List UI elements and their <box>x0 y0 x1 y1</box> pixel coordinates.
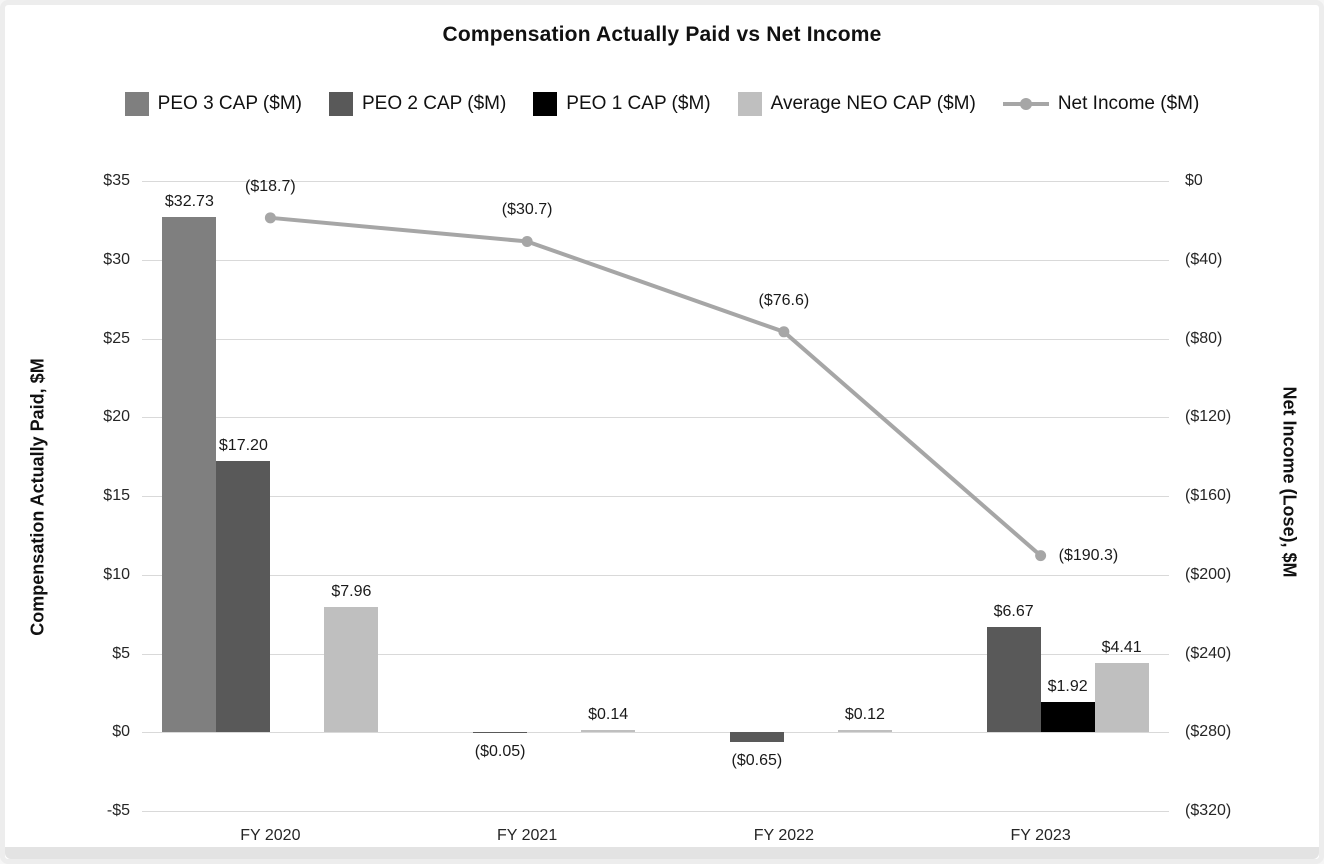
gridline <box>142 811 1169 812</box>
bar <box>324 606 379 733</box>
bar-data-label: $17.20 <box>218 437 268 455</box>
net-income-marker <box>264 212 276 224</box>
bar-data-label: $4.41 <box>1101 638 1142 656</box>
legend-label-net-income: Net Income ($M) <box>1057 93 1200 114</box>
right-axis-tick-label: ($120) <box>1185 408 1232 426</box>
left-axis-tick-label: $25 <box>103 329 130 347</box>
peo1-swatch-icon <box>533 92 558 116</box>
bar <box>1040 702 1095 733</box>
legend-item-avg-neo: Average NEO CAP ($M) <box>737 92 976 116</box>
bar-data-label: ($0.65) <box>731 752 783 770</box>
right-axis-tick-label: ($160) <box>1185 487 1232 504</box>
net-income-line <box>264 212 1047 562</box>
left-axis-tick-label: $15 <box>103 487 130 504</box>
bar <box>581 730 636 733</box>
left-axis-tick-label: $30 <box>103 250 130 268</box>
bar <box>162 216 217 733</box>
bar <box>729 732 784 743</box>
line-data-label: ($18.7) <box>245 177 296 195</box>
line-data-label: ($190.3) <box>1058 546 1119 564</box>
left-axis-tick-label: $5 <box>112 644 130 662</box>
left-axis-tick-label: -$5 <box>106 802 130 819</box>
net-income-dot-icon <box>1019 98 1032 110</box>
legend-item-peo2: PEO 2 CAP ($M) <box>328 92 507 116</box>
bottom-edge-strip <box>5 847 1319 859</box>
net-income-marker <box>1035 550 1047 562</box>
legend: PEO 3 CAP ($M) PEO 2 CAP ($M) PEO 1 CAP … <box>5 89 1319 119</box>
net-income-marker <box>778 326 790 338</box>
gridline <box>142 417 1169 419</box>
peo3-swatch-icon <box>124 92 149 116</box>
bar-data-label: $32.73 <box>164 192 214 210</box>
peo2-swatch-icon <box>328 92 353 116</box>
gridline <box>142 338 1169 340</box>
right-axis-tick-label: ($280) <box>1185 723 1232 741</box>
left-axis-tick-label: $10 <box>103 565 130 583</box>
left-axis-tick-label: $20 <box>103 408 130 426</box>
line-data-label: ($76.6) <box>758 291 810 309</box>
bar <box>473 732 528 734</box>
bar-data-label: $0.12 <box>844 706 885 724</box>
legend-label-peo2: PEO 2 CAP ($M) <box>361 93 507 114</box>
bar <box>1094 662 1149 733</box>
bar <box>837 730 892 733</box>
right-axis-tick-label: ($80) <box>1185 329 1223 347</box>
legend-label-avg-neo: Average NEO CAP ($M) <box>770 93 976 114</box>
legend-item-peo1: PEO 1 CAP ($M) <box>533 92 711 116</box>
bar <box>216 461 271 733</box>
x-axis-category-label: FY 2023 <box>1010 827 1071 844</box>
right-axis-tick-label: ($320) <box>1185 802 1232 819</box>
right-axis-tick-label: ($200) <box>1185 565 1232 583</box>
avg-neo-swatch-icon <box>737 92 762 116</box>
gridline <box>142 496 1169 497</box>
legend-label-peo1: PEO 1 CAP ($M) <box>566 93 711 114</box>
right-axis-tick-label: ($40) <box>1185 250 1223 268</box>
gridline <box>142 574 1169 576</box>
bar <box>986 627 1041 733</box>
x-axis-category-label: FY 2020 <box>240 827 301 844</box>
right-axis-tick-label: $0 <box>1185 172 1203 189</box>
chart-title: Compensation Actually Paid vs Net Income <box>442 23 882 46</box>
x-axis-category-label: FY 2021 <box>497 827 558 844</box>
net-income-line-marker-icon <box>1002 98 1049 110</box>
left-axis-tick-label: $35 <box>103 172 130 189</box>
bar-data-label: $1.92 <box>1047 678 1088 695</box>
bar-data-label: $6.67 <box>993 603 1034 621</box>
legend-item-net-income: Net Income ($M) <box>1002 93 1200 115</box>
gridline <box>142 259 1169 261</box>
bar-data-label: ($0.05) <box>474 743 526 761</box>
bar-data-label: $0.14 <box>588 706 629 724</box>
gridline <box>142 732 1169 734</box>
legend-label-peo3: PEO 3 CAP ($M) <box>157 93 302 114</box>
left-axis-tick-label: $0 <box>112 723 130 741</box>
legend-item-peo3: PEO 3 CAP ($M) <box>124 92 302 116</box>
bar-data-label: $7.96 <box>331 582 372 600</box>
net-income-marker <box>521 235 533 247</box>
line-data-label: ($30.7) <box>501 201 553 219</box>
gridline <box>142 181 1169 182</box>
right-axis-tick-label: ($240) <box>1185 644 1232 662</box>
x-axis-category-label: FY 2022 <box>753 827 814 844</box>
gridline <box>142 653 1169 655</box>
